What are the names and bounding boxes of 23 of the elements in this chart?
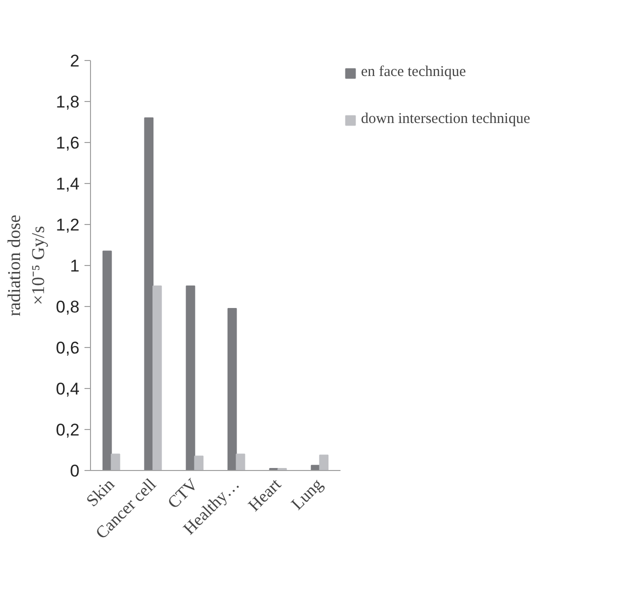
bar — [194, 456, 204, 470]
legend-label: en face technique — [361, 64, 466, 81]
bar — [186, 286, 196, 470]
y-tick-label: 0,4 — [56, 380, 80, 398]
y-tick-label: 1 — [70, 256, 80, 276]
y-tick-label: 1,8 — [56, 92, 80, 112]
y-tick-label: 1,2 — [56, 216, 80, 234]
legend-label: down intersection technique — [361, 111, 530, 128]
y-tick-label: 0 — [70, 462, 80, 480]
bar — [144, 117, 154, 470]
bar — [236, 454, 246, 470]
y-tick-label: 1,6 — [56, 134, 80, 152]
y-axis-title: radiation dose ×10⁻⁵ Gy/s — [4, 214, 48, 316]
bar — [319, 454, 328, 470]
y-tick-label: 1,4 — [56, 174, 80, 194]
bar — [228, 308, 237, 470]
y-tick-label: 0,2 — [56, 420, 80, 440]
y-tick-label: 0,8 — [56, 298, 80, 316]
y-tick-label: 2 — [70, 52, 80, 70]
y-tick-label: 0,6 — [56, 338, 80, 358]
bar — [152, 286, 162, 470]
bar — [102, 250, 112, 470]
bar — [110, 454, 120, 470]
